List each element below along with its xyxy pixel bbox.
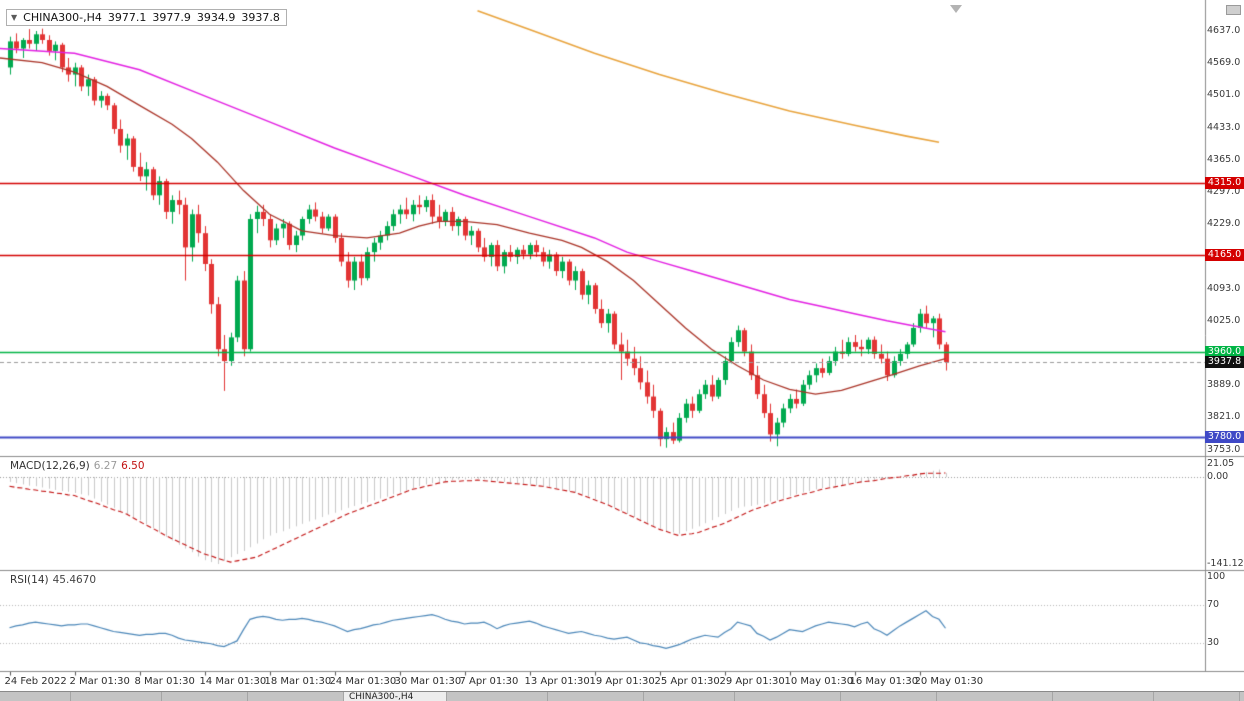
price-scale-tick: 4433.0 <box>1207 121 1241 133</box>
chart-tab[interactable] <box>841 692 937 701</box>
price-scale-tick: 4229.0 <box>1207 218 1241 230</box>
time-axis-label: 25 Apr 01:30 <box>654 676 720 687</box>
chart-tab-active[interactable]: CHINA300-,H4 <box>344 692 447 701</box>
macd-scale-tick: 0.00 <box>1207 470 1229 482</box>
macd-scale-tick: -141.12 <box>1207 558 1244 569</box>
macd-scale-tick: 21.05 <box>1207 458 1235 469</box>
chart-tab[interactable] <box>248 692 344 701</box>
time-axis-label: 16 May 01:30 <box>849 676 919 687</box>
tick-down-icon: ▼ <box>11 13 18 22</box>
resistance-badge-4165: 4165.0 <box>1205 248 1244 261</box>
time-axis-label: 24 Mar 01:30 <box>329 676 397 687</box>
macd-signal-value: 6.50 <box>121 460 145 472</box>
chart-tab[interactable] <box>735 692 841 701</box>
rsi-value: 45.4670 <box>52 574 97 586</box>
price-scale-tick: 4637.0 <box>1207 25 1241 36</box>
rsi-name: RSI(14) <box>10 574 49 586</box>
price-scale-tick: 4569.0 <box>1207 57 1241 69</box>
rsi-panel-label: RSI(14) 45.4670 <box>10 574 96 586</box>
macd-main-value: 6.27 <box>93 460 118 472</box>
chart-tab[interactable] <box>71 692 162 701</box>
time-axis-label: 29 Apr 01:30 <box>719 676 785 687</box>
price-scale[interactable]: 4637.0 4569.0 4501.0 4433.0 4365.0 4297.0 4229… <box>1205 0 1244 672</box>
time-axis-label: 19 Apr 01:30 <box>589 676 655 687</box>
low-value: 3934.9 <box>196 11 236 24</box>
symbol-timeframe: CHINA300-,H4 <box>23 11 102 24</box>
time-axis-label: 13 Apr 01:30 <box>524 676 590 687</box>
price-scale-tick: 4297.0 <box>1207 186 1241 197</box>
ohlc-info-box: ▼ CHINA300-,H4 3977.1 3977.9 3934.9 3937… <box>6 9 287 26</box>
time-axis-label: 7 Apr 01:30 <box>459 676 519 687</box>
macd-name: MACD(12,26,9) <box>10 460 90 472</box>
chart-tab[interactable] <box>937 692 1053 701</box>
time-axis-label: 30 Mar 01:30 <box>394 676 462 687</box>
scrollbar-thumb[interactable] <box>1226 5 1241 15</box>
time-axis-label: 24 Feb 2022 <box>4 676 67 687</box>
time-axis-label: 8 Mar 01:30 <box>134 676 195 687</box>
time-axis-label: 14 Mar 01:30 <box>199 676 267 687</box>
resistance-badge-4315: 4315.0 <box>1205 177 1244 190</box>
high-value: 3977.9 <box>152 11 191 24</box>
rsi-scale-tick: 100 <box>1207 571 1226 582</box>
chart-tab[interactable] <box>162 692 248 701</box>
chart-shift-marker[interactable] <box>950 5 962 13</box>
price-scale-tick: 3753.0 <box>1207 443 1241 455</box>
price-scale-tick: 3821.0 <box>1207 411 1241 423</box>
time-axis[interactable]: 24 Feb 2022 2 Mar 01:30 8 Mar 01:30 14 Mar … <box>0 673 1244 690</box>
macd-panel-label: MACD(12,26,9) 6.27 6.50 <box>10 460 145 472</box>
support-badge-3960: 3960.0 <box>1205 345 1244 358</box>
price-scale-tick: 4365.0 <box>1207 153 1241 165</box>
time-axis-label: 2 Mar 01:30 <box>69 676 130 687</box>
time-axis-label: 18 Mar 01:30 <box>264 676 332 687</box>
chart-tab[interactable] <box>0 692 71 701</box>
chart-tab[interactable] <box>644 692 735 701</box>
chart-tab[interactable] <box>1053 692 1154 701</box>
close-value: 3937.8 <box>241 11 280 24</box>
time-axis-label: 20 May 01:30 <box>914 676 984 687</box>
price-scale-tick: 4025.0 <box>1207 314 1241 326</box>
price-scale-tick: 4093.0 <box>1207 282 1241 294</box>
chart-tab[interactable] <box>548 692 644 701</box>
chart-tabs-strip[interactable]: CHINA300-,H4 <box>0 691 1244 701</box>
chart-tab[interactable] <box>447 692 548 701</box>
open-value: 3977.1 <box>107 11 147 24</box>
rsi-scale-tick: 30 <box>1207 636 1220 648</box>
current-price-badge: 3937.8 <box>1205 356 1244 369</box>
price-scale-tick: 4501.0 <box>1207 89 1241 101</box>
chart-tab[interactable] <box>1240 692 1244 701</box>
time-axis-label: 10 May 01:30 <box>784 676 854 687</box>
support-badge-3780: 3780.0 <box>1205 430 1244 443</box>
rsi-scale-tick: 70 <box>1207 599 1220 611</box>
chart-tab[interactable] <box>1154 692 1240 701</box>
price-scale-tick: 3889.0 <box>1207 379 1241 391</box>
